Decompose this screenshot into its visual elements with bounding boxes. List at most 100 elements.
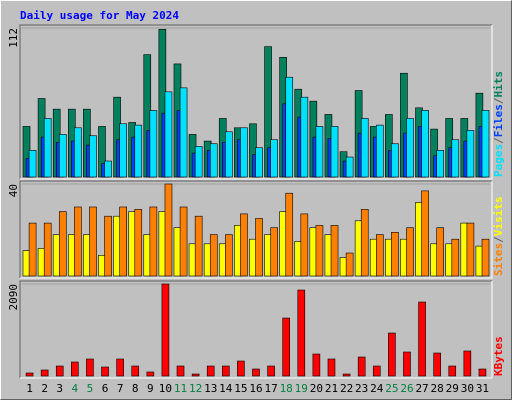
x-tick-label: 10: [159, 382, 172, 395]
bar: [40, 369, 49, 377]
bar: [300, 213, 309, 277]
x-tick-label: 8: [132, 382, 139, 395]
x-tick-label: 27: [415, 382, 428, 395]
x-tick-label: 20: [310, 382, 323, 395]
legend-separator: /: [492, 236, 505, 243]
bar: [74, 127, 82, 178]
bar: [89, 135, 97, 178]
bar: [134, 124, 143, 178]
bar: [104, 215, 112, 277]
bar: [164, 183, 173, 277]
bar: [376, 234, 384, 277]
plot-bevel: [20, 181, 493, 279]
legend: Pages/Files/Hits: [492, 71, 505, 177]
bar: [330, 225, 339, 277]
bar: [345, 156, 354, 178]
bar: [388, 332, 396, 377]
bar: [342, 373, 351, 377]
plot-bevel: [20, 25, 493, 180]
bar: [25, 372, 34, 377]
x-tick-label: 9: [147, 382, 154, 395]
bar: [176, 365, 185, 377]
bar: [297, 289, 306, 377]
bar: [240, 213, 248, 277]
bar: [466, 222, 475, 277]
plot-bevel: [19, 24, 492, 179]
legend-separator: /: [492, 137, 505, 144]
bar: [237, 360, 245, 377]
legend: Sites/Visits: [492, 197, 505, 277]
bar: [372, 365, 381, 377]
bar: [225, 131, 233, 178]
x-tick-label: 6: [102, 382, 109, 395]
bar: [225, 234, 233, 277]
legend: KBytes: [492, 336, 505, 376]
bar: [270, 227, 278, 277]
x-tick-label: 7: [117, 382, 124, 395]
x-tick-label: 12: [189, 382, 202, 395]
bar: [28, 222, 37, 277]
bar: [131, 365, 140, 377]
bar: [345, 252, 354, 277]
bar: [436, 227, 445, 277]
bar: [315, 126, 324, 178]
x-tick-label: 28: [431, 382, 444, 395]
bar: [357, 356, 366, 377]
legend-entry: Sites: [492, 243, 505, 276]
x-tick-label: 24: [370, 382, 384, 395]
plot-bevel: [20, 281, 493, 379]
x-tick-label: 18: [280, 382, 293, 395]
bar: [116, 358, 124, 377]
bar: [406, 118, 414, 178]
bar: [119, 123, 127, 178]
bar: [270, 139, 278, 178]
bar: [403, 351, 411, 377]
x-tick-label: 15: [234, 382, 247, 395]
bar: [86, 358, 94, 377]
x-tick-label: 29: [446, 382, 459, 395]
legend-entry: Files: [492, 104, 505, 137]
bar: [481, 110, 490, 178]
bar: [282, 317, 290, 377]
x-tick-label: 5: [87, 382, 94, 395]
bar: [436, 150, 445, 178]
bar: [194, 146, 203, 178]
bar: [315, 225, 324, 277]
bar: [421, 110, 429, 178]
x-tick-label: 11: [174, 382, 187, 395]
legend-entry: Pages: [492, 144, 505, 177]
bar: [252, 368, 260, 377]
bar: [74, 206, 82, 277]
x-tick-label: 17: [264, 382, 277, 395]
x-tick-label: 22: [340, 382, 353, 395]
bar: [149, 110, 158, 178]
bar: [360, 118, 369, 178]
bar: [191, 373, 200, 377]
bar: [285, 192, 294, 277]
bar: [300, 96, 309, 178]
bar: [330, 126, 339, 178]
bar: [58, 211, 67, 277]
bar: [360, 209, 369, 277]
x-tick-label: 26: [400, 382, 413, 395]
bar: [209, 143, 218, 178]
plot-area: [20, 281, 492, 378]
bar: [421, 190, 429, 277]
bar: [255, 218, 263, 277]
bar: [101, 366, 109, 377]
bar: [391, 232, 399, 277]
x-tick-label: 3: [56, 382, 63, 395]
bar: [146, 371, 155, 377]
x-tick-label: 4: [72, 382, 79, 395]
x-tick-label: 30: [461, 382, 474, 395]
bar: [327, 358, 336, 377]
bar: [134, 209, 143, 277]
bar: [391, 143, 399, 178]
bar: [209, 234, 218, 277]
bar: [451, 139, 460, 178]
legend-entry: KBytes: [492, 336, 505, 376]
bar: [406, 227, 414, 277]
x-tick-label: 21: [325, 382, 338, 395]
bar: [119, 206, 127, 277]
